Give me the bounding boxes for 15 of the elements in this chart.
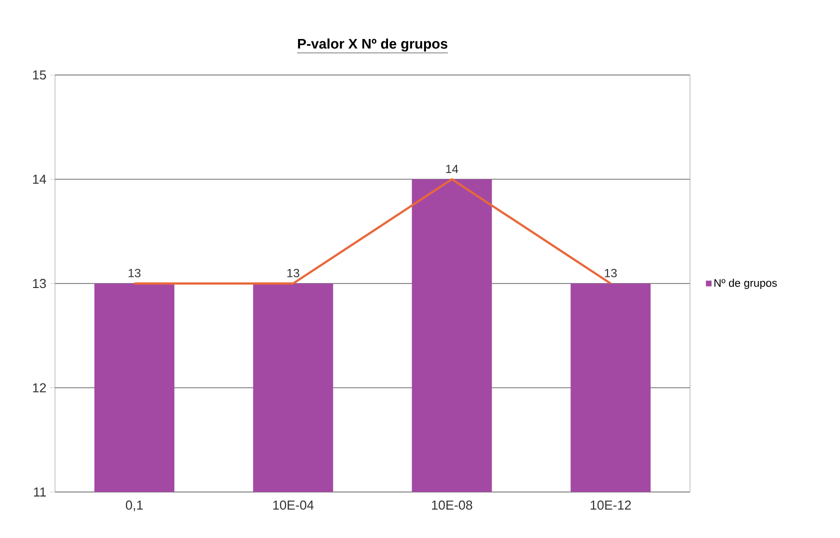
x-tick-label: 10E-08 [432,500,472,510]
y-tick-label: 14 [33,174,46,184]
legend-label: Nº de grupos [714,278,777,289]
x-tick-label: 10E-12 [590,500,631,510]
y-tick-label: 15 [33,70,46,80]
chart-title: P-valor X Nº de grupos [298,38,448,52]
data-label: 13 [287,268,300,278]
x-tick-label: 10E-04 [273,500,314,510]
data-label: 14 [446,164,458,174]
x-tick-label: 0,1 [126,500,143,512]
data-label: 13 [604,268,617,278]
data-label: 13 [128,268,140,278]
y-tick-label: 12 [33,383,46,392]
y-tick-label: 13 [33,278,46,288]
y-tick-label: 11 [34,488,46,496]
